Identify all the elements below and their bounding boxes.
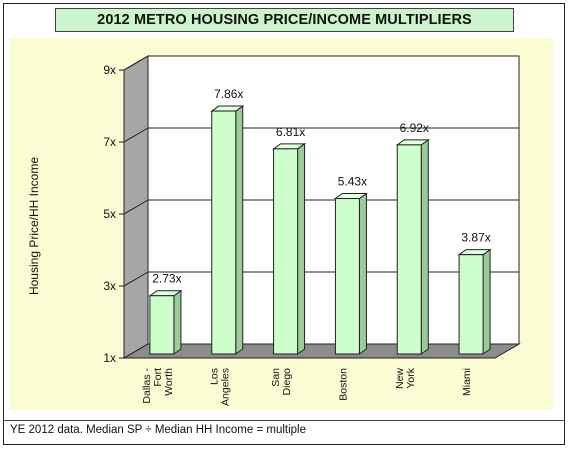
bar-side [420, 138, 429, 355]
data-label: 5.43x [338, 175, 367, 189]
bar-side [482, 248, 491, 355]
data-label: 2.73x [152, 272, 181, 286]
bar-front [334, 198, 360, 355]
chart-title-box: 2012 METRO HOUSING PRICE/INCOME MULTIPLI… [55, 8, 514, 32]
y-axis-label: Housing Price/HH Income [27, 157, 41, 295]
bar [210, 105, 245, 355]
bar-side [358, 192, 367, 355]
x-tick-label: Dallas - [141, 367, 153, 403]
bar-front [458, 254, 484, 355]
y-tick-label: 5x [103, 207, 116, 221]
data-label: 6.92x [400, 121, 429, 135]
bar [395, 138, 430, 355]
data-label: 6.81x [276, 125, 305, 139]
x-tick-label: Angeles [219, 368, 231, 406]
x-tick-label: Worth [163, 368, 175, 396]
x-tick-label: Los [208, 368, 220, 385]
x-tick-label: Miami [461, 368, 473, 396]
bar-front [273, 148, 299, 355]
bar [148, 289, 183, 355]
data-label: 3.87x [461, 231, 490, 245]
y-tick-label: 3x [103, 279, 116, 293]
x-tick-label: Boston [337, 368, 349, 401]
data-label: 7.86x [214, 87, 243, 101]
x-tick-label: San [270, 368, 282, 387]
bar-front [211, 110, 237, 355]
y-tick-label: 1x [103, 351, 116, 365]
gridline-side [123, 271, 149, 287]
x-tick-label: New [394, 368, 406, 389]
gridline-side [123, 199, 149, 215]
bar [333, 192, 368, 355]
chart-title: 2012 METRO HOUSING PRICE/INCOME MULTIPLI… [97, 12, 472, 28]
chart-footnote: YE 2012 data. Median SP ÷ Median HH Inco… [10, 424, 306, 436]
bar [457, 248, 492, 355]
x-tick-label: Fort [152, 368, 164, 387]
bar-side [173, 289, 182, 355]
y-tick-label: 7x [103, 135, 116, 149]
gridline-side [123, 127, 149, 143]
bar [272, 142, 307, 355]
bar-side [235, 105, 244, 355]
bar-front [396, 144, 422, 355]
footer-divider [3, 420, 565, 421]
x-tick-label: Diego [281, 368, 293, 396]
x-tick-label: York [405, 367, 417, 388]
gridline-side [123, 55, 149, 71]
bar-side [297, 142, 306, 355]
y-tick-label: 9x [103, 63, 116, 77]
bar-front [149, 295, 175, 355]
